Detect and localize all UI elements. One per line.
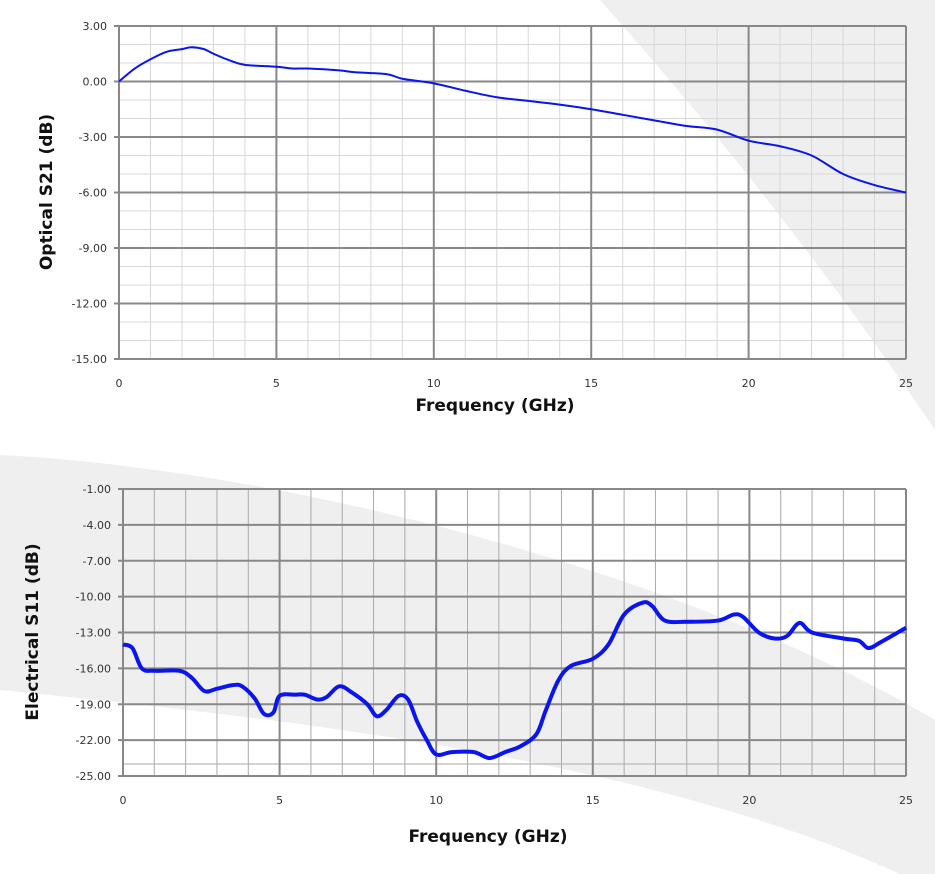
y-tick-label: -7.00 <box>83 555 111 568</box>
y-tick-label: -25.00 <box>76 770 111 783</box>
y-tick-label: -3.00 <box>79 131 107 144</box>
x-tick-label: 25 <box>899 377 913 390</box>
y-tick-label: 0.00 <box>83 76 108 89</box>
y-tick-label: -6.00 <box>79 187 107 200</box>
chart2-y-axis-label: Electrical S11 (dB) <box>23 543 43 720</box>
chart1-ticks: 0 5 10 15 20 25 3.00 0.00 -3.00 -6.00 -9.00 -12.00 -… <box>72 20 913 390</box>
chart1-grid <box>114 25 907 360</box>
x-tick-label: 0 <box>116 377 123 390</box>
x-tick-label: 10 <box>427 377 441 390</box>
chart2-ticks: 0 5 10 15 20 25 -1.00 -4.00 -7.00 -10.00 -13.00 -16… <box>76 483 913 807</box>
y-tick-label: -9.00 <box>79 242 107 255</box>
optical-s21-line <box>118 46 907 194</box>
y-tick-label: -22.00 <box>76 734 111 747</box>
y-tick-label: -12.00 <box>72 298 107 311</box>
chart2-x-axis-label: Frequency (GHz) <box>408 827 567 847</box>
y-tick-label: -1.00 <box>83 483 111 496</box>
x-tick-label: 20 <box>742 377 756 390</box>
x-tick-label: 5 <box>276 794 283 807</box>
electrical-s11-line <box>122 600 907 761</box>
x-tick-label: 20 <box>742 794 756 807</box>
x-tick-label: 10 <box>429 794 443 807</box>
x-tick-label: 15 <box>584 377 598 390</box>
swoosh-top-right <box>600 0 935 430</box>
y-tick-label: -16.00 <box>76 662 111 675</box>
chart2-grid <box>118 488 907 777</box>
y-tick-label: -15.00 <box>72 353 107 366</box>
x-tick-label: 25 <box>899 794 913 807</box>
x-tick-label: 15 <box>586 794 600 807</box>
y-tick-label: 3.00 <box>83 20 108 33</box>
y-tick-label: -10.00 <box>76 591 111 604</box>
y-tick-label: -4.00 <box>83 519 111 532</box>
chart1-y-axis-label: Optical S21 (dB) <box>37 114 57 270</box>
y-tick-label: -19.00 <box>76 698 111 711</box>
y-tick-label: -13.00 <box>76 627 111 640</box>
x-tick-label: 5 <box>273 377 280 390</box>
x-tick-label: 0 <box>120 794 127 807</box>
chart1-x-axis-label: Frequency (GHz) <box>415 396 574 416</box>
